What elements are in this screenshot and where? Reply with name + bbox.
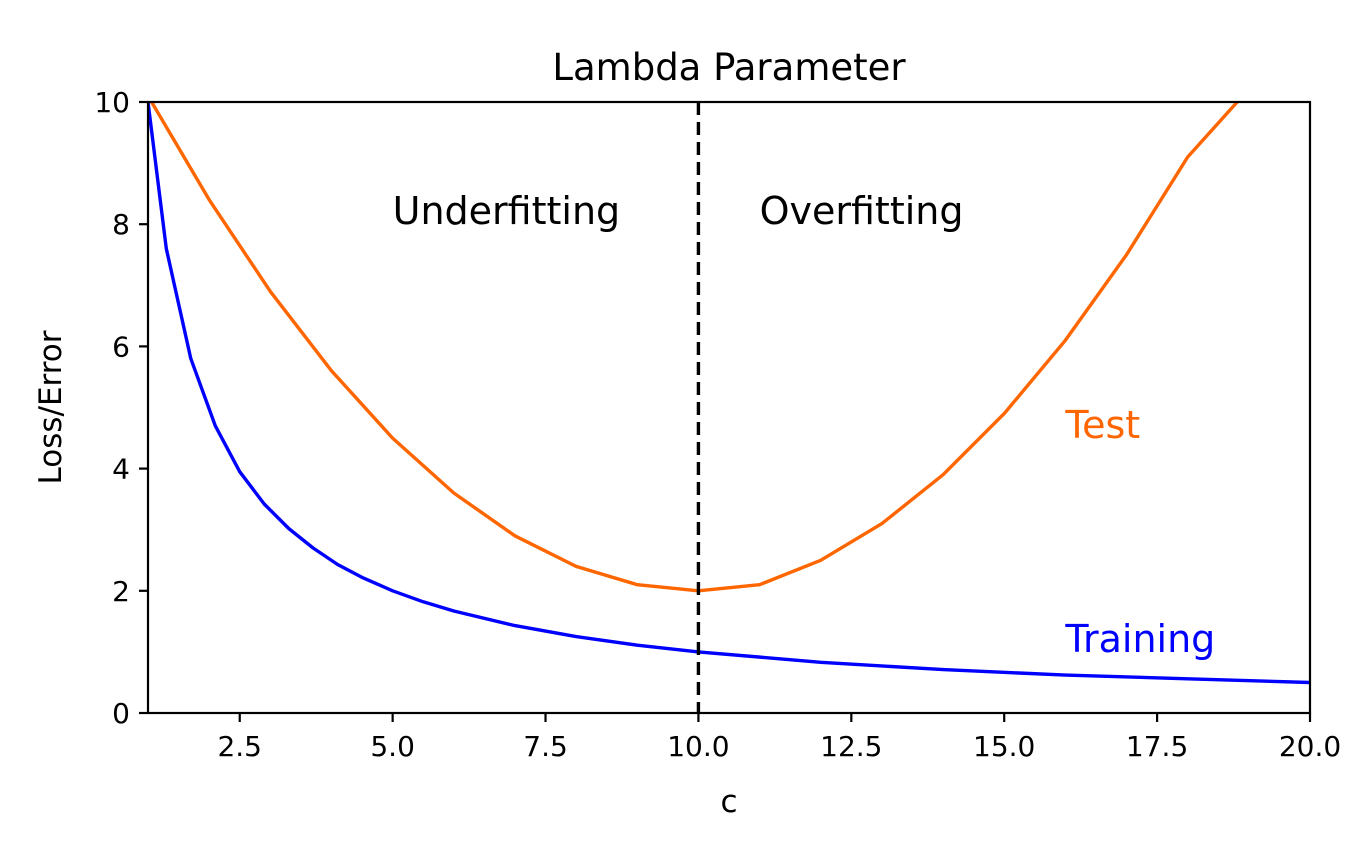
x-tick-label: 10.0 — [667, 730, 729, 763]
x-tick-label: 2.5 — [217, 730, 262, 763]
plot-frame — [146, 100, 1312, 715]
y-tick-label: 0 — [112, 697, 130, 730]
y-axis: 0 2 4 6 8 10 — [94, 86, 148, 730]
y-tick-label: 10 — [94, 86, 130, 119]
y-axis-label: Loss/Error — [33, 330, 69, 484]
plot-area: Underfitting Overfitting Test Training — [148, 102, 1310, 713]
x-tick-label: 15.0 — [973, 730, 1035, 763]
training-label: Training — [1064, 617, 1215, 661]
chart-title: Lambda Parameter — [552, 46, 906, 89]
y-tick-label: 8 — [112, 208, 130, 241]
x-tick-label: 5.0 — [370, 730, 415, 763]
x-axis-label: c — [720, 784, 737, 820]
underfitting-label: Underfitting — [393, 189, 621, 233]
test-label: Test — [1064, 403, 1140, 447]
overfitting-label: Overfitting — [760, 189, 964, 233]
x-tick-label: 17.5 — [1126, 730, 1188, 763]
training-curve — [148, 102, 1310, 685]
test-curve — [149, 102, 1240, 593]
y-tick-label: 4 — [112, 453, 130, 486]
x-tick-label: 7.5 — [523, 730, 568, 763]
x-tick-label: 20.0 — [1279, 730, 1341, 763]
x-axis: 2.5 5.0 7.5 10.0 12.5 15.0 17.5 20.0 — [217, 713, 1341, 763]
y-tick-label: 6 — [112, 330, 130, 363]
y-tick-label: 2 — [112, 575, 130, 608]
x-tick-label: 12.5 — [820, 730, 882, 763]
